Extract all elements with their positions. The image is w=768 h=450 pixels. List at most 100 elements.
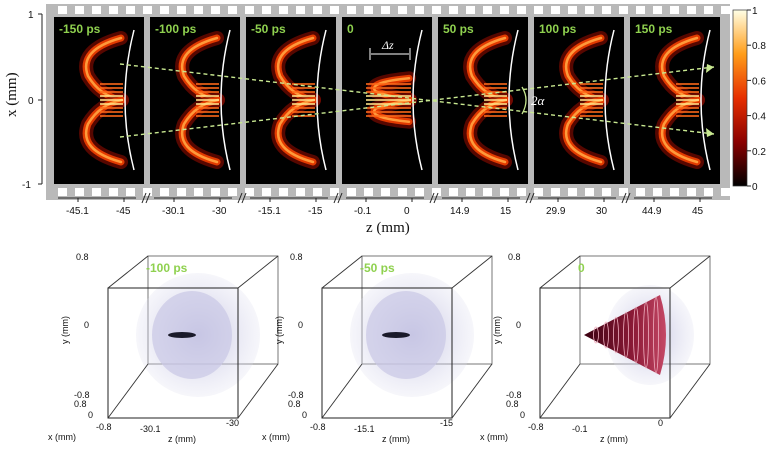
wavefront-curve (604, 29, 615, 171)
sprocket-hole (75, 188, 84, 196)
sprocket-hole (619, 188, 628, 196)
sprocket-hole (670, 6, 679, 14)
sprocket-hole (636, 188, 645, 196)
colorbar-tick-label: 0 (752, 182, 758, 193)
sprocket-hole (109, 188, 118, 196)
colorbar (732, 9, 748, 187)
panel-time-label: -50 ps (360, 261, 395, 275)
sprocket-hole (636, 6, 645, 14)
sprocket-hole (211, 188, 220, 196)
box-edge (539, 363, 581, 419)
frame-time-label: -150 ps (59, 22, 101, 36)
two-alpha-label: 2α (531, 93, 546, 108)
sprocket-hole (160, 188, 169, 196)
box-edge (669, 363, 711, 419)
sprocket-hole (109, 6, 118, 14)
sprocket-hole (449, 188, 458, 196)
y-tick-label: 0.8 (76, 252, 89, 262)
box-front-face (539, 287, 671, 419)
y-tick-label: 0 (298, 320, 303, 330)
focal-line (382, 332, 410, 338)
box-edge (237, 255, 279, 289)
sprocket-hole (398, 188, 407, 196)
wavefront-curve (124, 29, 135, 171)
x-tick-label: -0.8 (310, 422, 326, 432)
cone-ring (613, 316, 619, 354)
sprocket-hole (653, 188, 662, 196)
z-tick-label: -30 (226, 418, 239, 428)
sprocket-hole (466, 188, 475, 196)
z-tick-label: -0.1 (572, 424, 588, 434)
sprocket-hole (721, 6, 730, 14)
box-edge (107, 255, 149, 289)
axis-break-mark (529, 192, 535, 204)
film-sprockets (58, 6, 730, 196)
panel-3d-1: -50 psy (mm)0.80-0.80.80-0.8x (mm)-15.1-… (262, 252, 493, 444)
cone-ring (603, 321, 609, 349)
colorbar-tick-label: 0.2 (752, 147, 766, 158)
box-edge (107, 363, 149, 419)
sprocket-hole (415, 6, 424, 14)
z-tick-label: -15.1 (354, 424, 375, 434)
x-tick-label: -30.1 (162, 206, 185, 217)
sprocket-hole (704, 188, 713, 196)
frame-time-label: 0 (347, 22, 354, 36)
sprocket-hole (126, 6, 135, 14)
wavefront-curve (412, 29, 423, 171)
y-tick-label: 0.8 (508, 252, 521, 262)
sprocket-hole (211, 6, 220, 14)
y-tick-label: -0.8 (506, 390, 522, 400)
x-tick-label: 45 (692, 206, 704, 217)
x-tick-label: 0 (520, 410, 525, 420)
sprocket-hole (313, 6, 322, 14)
x-tick-label: 44.9 (642, 206, 662, 217)
sprocket-hole (602, 188, 611, 196)
colorbar-tick-label: 0.4 (752, 112, 766, 123)
sprocket-hole (143, 188, 152, 196)
axis-break-mark (145, 192, 151, 204)
box-edge (539, 255, 581, 289)
guide-line-upper (119, 63, 715, 135)
sprocket-hole (279, 6, 288, 14)
sprocket-hole (415, 188, 424, 196)
sprocket-hole (534, 6, 543, 14)
sprocket-hole (551, 188, 560, 196)
frame-time-label: 150 ps (635, 22, 673, 36)
y-tick-label: 0.8 (290, 252, 303, 262)
axis-break-mark (141, 192, 147, 204)
bessel-cone (584, 295, 666, 375)
sprocket-hole (381, 188, 390, 196)
sprocket-hole (364, 6, 373, 14)
frames-group: -150 ps -100 ps -50 ps 0 50 ps 100 ps 150 ps (54, 17, 720, 184)
sprocket-hole (228, 6, 237, 14)
frame-time-label: -100 ps (155, 22, 197, 36)
sprocket-hole (92, 188, 101, 196)
frame-time-label: 50 ps (443, 22, 474, 36)
sprocket-hole (585, 6, 594, 14)
sprocket-hole (704, 6, 713, 14)
colorbar-tick-label: 0.8 (752, 41, 766, 52)
sprocket-hole (653, 6, 662, 14)
top-y-axis-label: x (mm) (4, 72, 20, 117)
x-tick-label: 15 (500, 206, 512, 217)
axis-break-mark (433, 192, 439, 204)
sprocket-hole (517, 188, 526, 196)
box-edge (321, 363, 363, 419)
x-tick-label: -15.1 (258, 206, 281, 217)
sprocket-hole (313, 188, 322, 196)
arrow-head-lower (706, 64, 714, 73)
sprocket-hole (432, 6, 441, 14)
cone-ring (653, 296, 659, 374)
x-tick-label: 0.8 (288, 399, 301, 409)
sprocket-hole (126, 188, 135, 196)
sprocket-hole (551, 6, 560, 14)
x-tick-label: 0.8 (506, 399, 519, 409)
colorbar-tick-label: 0.6 (752, 76, 766, 87)
sprocket-hole (381, 6, 390, 14)
sprocket-hole (568, 188, 577, 196)
wavefront-curve (508, 29, 519, 171)
frame-1: -100 ps (150, 17, 240, 184)
sprocket-hole (296, 188, 305, 196)
y-tick-label: -0.8 (288, 390, 304, 400)
sprocket-hole (347, 188, 356, 196)
